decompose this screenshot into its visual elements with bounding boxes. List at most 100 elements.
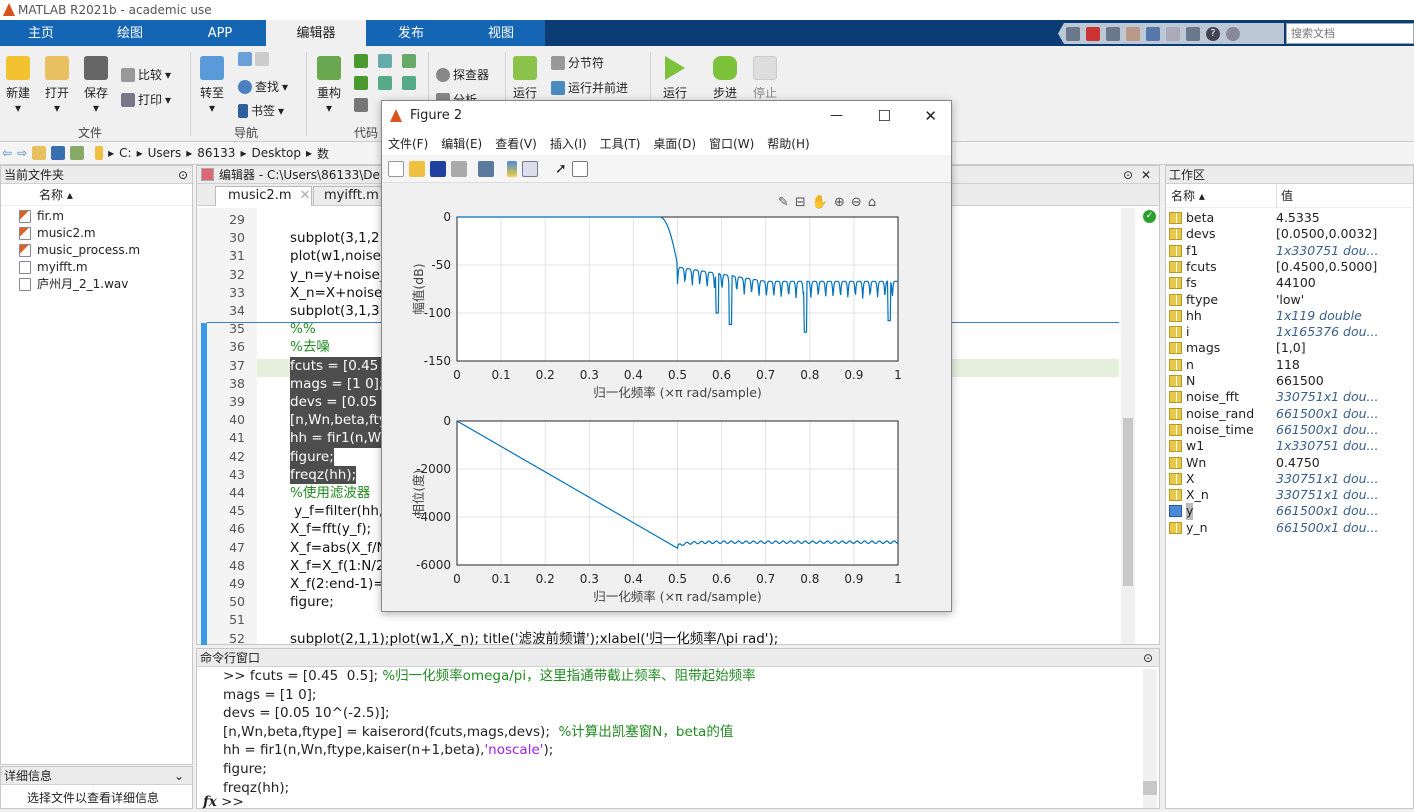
tab-plots[interactable]: 绘图 <box>116 26 143 41</box>
code-line[interactable]: devs = [0.05 10 <box>290 393 399 412</box>
save-button[interactable]: 保存 ▾ <box>82 56 110 115</box>
profiler-button[interactable]: 探查器 <box>436 66 489 83</box>
code-line[interactable]: figure; <box>290 594 334 611</box>
zoom-out-icon[interactable]: ⊖ <box>850 195 862 210</box>
code-line[interactable]: figure; <box>290 447 334 466</box>
legend-icon[interactable] <box>522 160 538 177</box>
pan-icon[interactable]: ✋ <box>811 195 828 210</box>
tab-home[interactable]: 主页 <box>27 26 54 41</box>
workspace-variable[interactable]: mags [1,0] <box>1166 340 1414 356</box>
code-line[interactable]: subplot(3,1,2); <box>290 230 390 247</box>
colorbar-icon[interactable] <box>507 160 517 177</box>
code-line[interactable]: fcuts = [0.45 0 <box>290 356 396 375</box>
print-button[interactable]: 打印 ▾ <box>121 91 171 108</box>
code-line[interactable]: %去噪 <box>290 339 330 356</box>
workspace-variable[interactable]: N 661500 <box>1166 373 1414 389</box>
open-icon[interactable] <box>409 160 425 177</box>
figure-menu-item[interactable]: 窗口(W) <box>709 136 755 151</box>
command-scrollbar[interactable] <box>1143 669 1157 808</box>
path-segment[interactable]: Desktop <box>251 146 301 160</box>
workspace-variable[interactable]: beta 4.5335 <box>1166 210 1414 226</box>
data-tips-icon[interactable]: ⊟ <box>794 195 806 210</box>
workspace-variable[interactable]: i 1x165376 dou... <box>1166 324 1414 340</box>
file-item[interactable]: music_process.m <box>1 242 192 259</box>
zoom-in-icon[interactable]: ⊕ <box>834 195 845 210</box>
code-line[interactable]: %% <box>290 321 316 338</box>
switch-windows-icon[interactable] <box>1186 26 1200 41</box>
workspace-variable[interactable]: X_n 330751x1 dou... <box>1166 487 1414 503</box>
copy-icon[interactable] <box>1106 26 1120 41</box>
stop-button[interactable]: 停止 <box>750 56 780 101</box>
workspace-variable[interactable]: noise_rand 661500x1 dou... <box>1166 406 1414 422</box>
help-icon[interactable]: ? <box>1206 26 1220 41</box>
redo-icon[interactable] <box>1166 26 1180 41</box>
workspace-variable[interactable]: y_n 661500x1 dou... <box>1166 520 1414 536</box>
tab-view[interactable]: 视图 <box>487 26 514 41</box>
section-break-button[interactable]: 分节符 <box>551 54 604 71</box>
link-plot-icon[interactable] <box>478 160 494 177</box>
run-and-advance-button[interactable]: 运行并前进 <box>551 79 628 96</box>
forward-icon[interactable]: ⇨ <box>17 146 28 160</box>
code-line[interactable]: %使用滤波器 <box>290 485 371 501</box>
path-segment[interactable]: C: <box>119 146 132 160</box>
new-button[interactable]: 新建 ▾ <box>4 56 32 115</box>
workspace-variable[interactable]: ftype'low' <box>1166 292 1414 308</box>
expand-icon[interactable] <box>1226 26 1240 41</box>
figure-menu-item[interactable]: 编辑(E) <box>441 136 483 151</box>
wrap-comments-icon[interactable] <box>402 54 416 68</box>
find-button[interactable]: 查找 ▾ <box>238 78 288 95</box>
open-button[interactable]: 打开 ▾ <box>43 56 71 115</box>
run-button[interactable]: 运行 <box>660 56 690 101</box>
close-icon[interactable]: ✕ <box>1140 168 1151 182</box>
tab-publish[interactable]: 发布 <box>397 26 424 41</box>
property-editor-icon[interactable] <box>571 160 588 177</box>
file-item[interactable]: 庐州月_2_1.wav <box>1 276 192 293</box>
tab-myifft[interactable]: myifft.m <box>313 186 383 206</box>
code-line[interactable]: y_f=filter(hh,V <box>290 503 393 520</box>
code-line[interactable]: plot(w1,noise_ <box>290 248 388 265</box>
tab-apps[interactable]: APP <box>207 26 233 41</box>
workspace-variable[interactable]: fs 44100 <box>1166 275 1414 291</box>
tab-editor[interactable]: 编辑器 <box>266 20 366 46</box>
code-analyzer-ok-icon[interactable]: ✓ <box>1143 210 1156 223</box>
print-icon[interactable] <box>451 160 467 177</box>
path-segment[interactable]: 86133 <box>197 146 236 160</box>
workspace-variable[interactable]: X 330751x1 dou... <box>1166 471 1414 487</box>
brush-icon[interactable]: ✎ <box>778 195 789 210</box>
up-folder-icon[interactable] <box>32 146 47 160</box>
file-item[interactable]: myifft.m <box>1 259 192 276</box>
code-line[interactable]: freqz(hh); <box>290 465 357 484</box>
figure-menu-item[interactable]: 插入(I) <box>549 136 587 151</box>
column-header-name[interactable]: 名称 ▴ <box>1171 189 1205 203</box>
figure-menu-item[interactable]: 工具(T) <box>599 136 641 151</box>
workspace-variable[interactable]: devs [0.0500,0.0032] <box>1166 226 1414 242</box>
workspace-variable[interactable]: noise_fft 330751x1 dou... <box>1166 389 1414 405</box>
compare-button[interactable]: 比较 ▾ <box>121 66 171 83</box>
code-line[interactable]: subplot(2,1,1);plot(w1,X_n); title('滤波前频… <box>290 630 779 647</box>
workspace-variable[interactable]: y 661500x1 dou... <box>1166 503 1414 520</box>
close-button[interactable]: ✕ <box>924 107 937 125</box>
code-line[interactable]: [n,Wn,beta,fty <box>290 411 387 430</box>
browse-folder-icon[interactable] <box>51 146 66 160</box>
code-line[interactable]: X_n=X+noise_ <box>290 284 390 301</box>
save-icon[interactable] <box>1066 26 1080 41</box>
save-icon[interactable] <box>430 160 446 177</box>
uncomment-icon[interactable] <box>378 54 392 68</box>
workspace-variable[interactable]: n 118 <box>1166 357 1414 373</box>
code-line[interactable]: X_f=abs(X_f/N <box>290 539 387 556</box>
code-line[interactable]: subplot(3,1,3); <box>290 303 390 319</box>
workspace-variable[interactable]: Wn 0.4750 <box>1166 455 1414 471</box>
workspace-variable[interactable]: noise_time 661500x1 dou... <box>1166 422 1414 438</box>
code-line[interactable]: y_n=y+noise_t <box>290 266 392 283</box>
run-section-button[interactable]: 运行 <box>511 56 539 101</box>
workspace-variable[interactable]: hh 1x119 double <box>1166 308 1414 324</box>
file-item[interactable]: music2.m <box>1 225 192 242</box>
panel-menu-icon[interactable]: ⊙ <box>177 168 188 182</box>
command-prompt[interactable]: fx >> <box>203 794 244 810</box>
step-button[interactable]: 步进 <box>710 56 740 101</box>
code-line[interactable]: X_f(2:end-1)=2 <box>290 576 394 592</box>
column-header-value[interactable]: 值 <box>1276 184 1293 208</box>
bookmark-button[interactable]: 书签 ▾ <box>238 102 284 119</box>
panel-menu-icon[interactable]: ⊙ <box>1122 168 1133 182</box>
figure-menu-item[interactable]: 文件(F) <box>388 136 429 151</box>
